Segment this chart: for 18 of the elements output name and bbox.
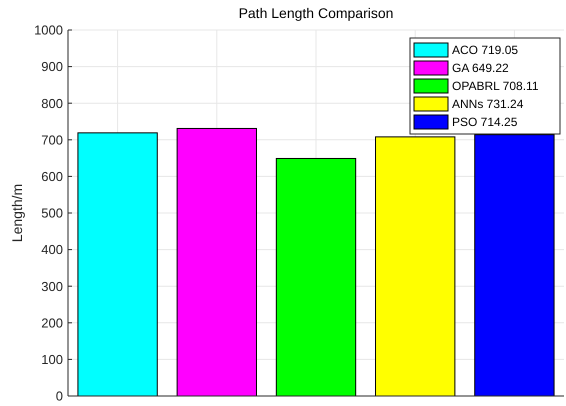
legend-label: GA 649.22 bbox=[452, 61, 510, 76]
y-tick-label: 900 bbox=[41, 59, 63, 74]
y-tick-label: 0 bbox=[56, 388, 63, 404]
legend-label: OPABRL 708.11 bbox=[452, 79, 539, 94]
y-tick-label: 500 bbox=[41, 206, 63, 221]
y-axis-title: Length/m bbox=[9, 184, 25, 242]
y-tick-label: 200 bbox=[41, 315, 63, 330]
y-tick-label: 100 bbox=[41, 352, 63, 367]
y-tick-label: 400 bbox=[41, 242, 63, 258]
y-tick-label: 800 bbox=[41, 96, 63, 111]
legend-label: ANNs 731.24 bbox=[452, 97, 524, 112]
chart-title: Path Length Comparison bbox=[238, 5, 394, 21]
legend-label: ACO 719.05 bbox=[452, 43, 518, 58]
y-tick-label: 300 bbox=[41, 278, 63, 294]
y-tick-label: 1000 bbox=[34, 22, 63, 38]
y-tick-label: 600 bbox=[41, 168, 63, 184]
legend-label: PSO 714.25 bbox=[452, 115, 518, 130]
y-tick-label: 700 bbox=[41, 132, 63, 148]
